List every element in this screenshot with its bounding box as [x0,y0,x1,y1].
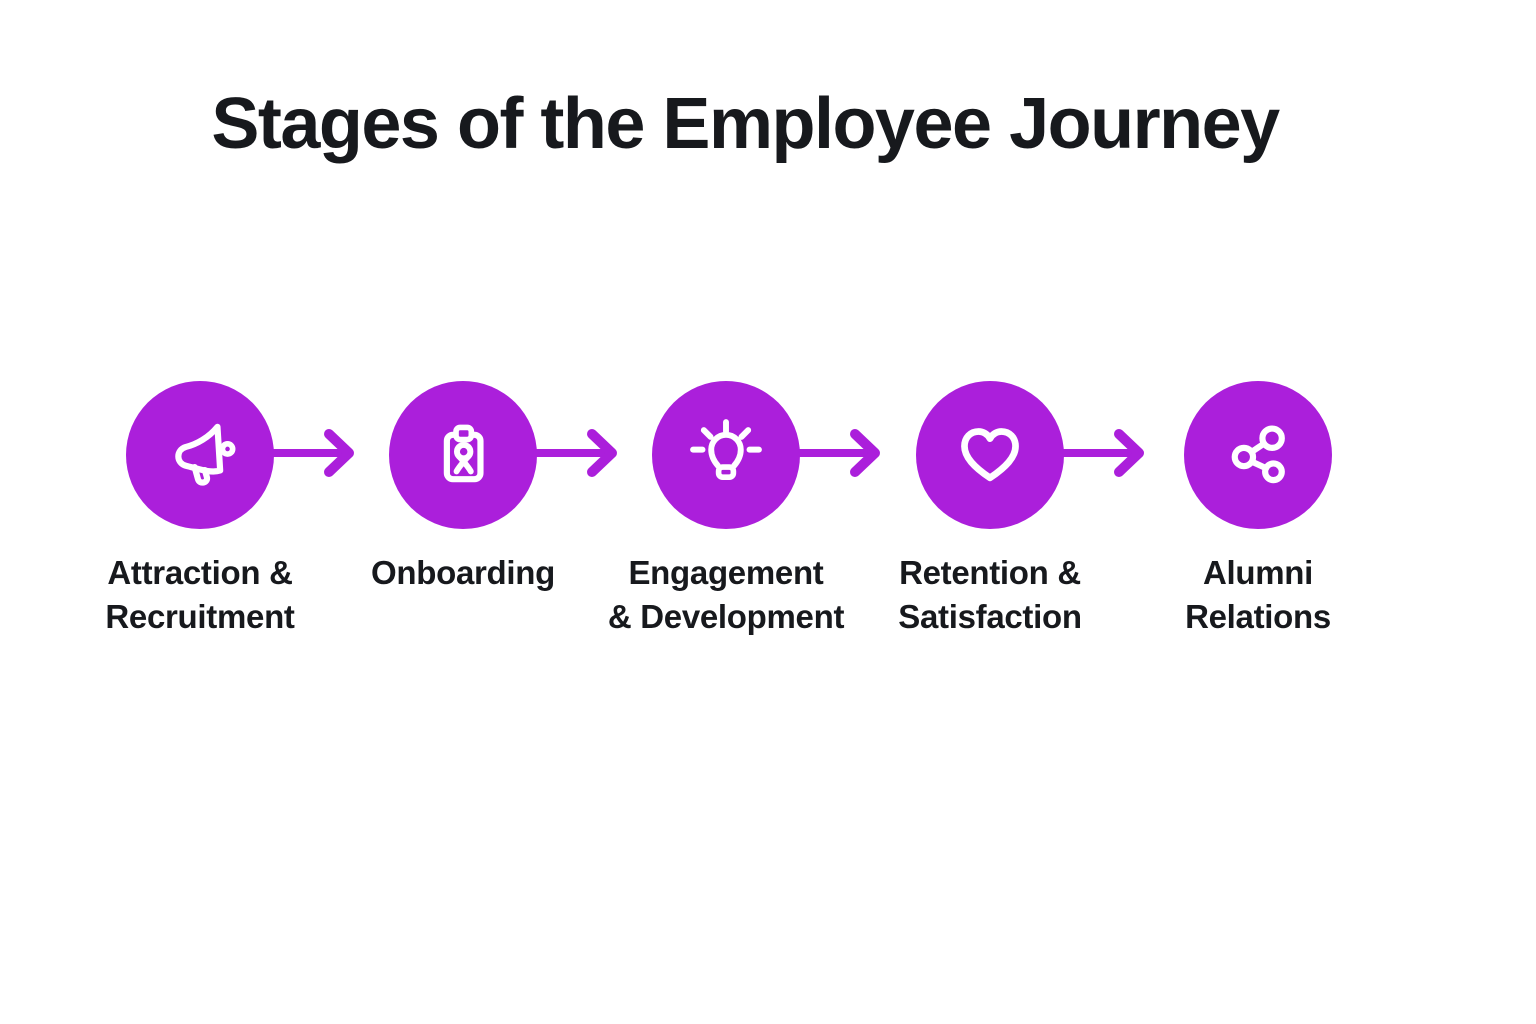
heart-icon [961,428,1019,482]
arrow-right-icon [535,429,617,477]
stage-label-line: Relations [1185,598,1331,635]
arrow-right-icon [272,429,354,477]
stage-circle-alumni-relations [1184,381,1332,529]
megaphone-icon [175,423,236,486]
stage-label-line: Engagement [628,554,824,591]
stage-label-line: Recruitment [105,598,295,635]
arrow-right-icon [1062,429,1144,477]
stage-label-alumni-relations: Alumni Relations [1108,551,1408,639]
stage-label-line: Alumni [1202,554,1314,591]
stage-label-line: Satisfaction [898,598,1082,635]
arrow-right-icon [798,429,880,477]
stage-circle-onboarding [389,381,537,529]
lightbulb-icon [690,419,762,480]
stage-label-line: Retention & [899,554,1081,591]
stage-label-retention-satisfaction: Retention & Satisfaction [840,551,1140,639]
share-network-icon [1231,425,1285,484]
stage-label-attraction-recruitment: Attraction & Recruitment [50,551,350,639]
stage-label-line: & Development [607,598,845,635]
stage-label-engagement-development: Engagement & Development [576,551,876,639]
page-title: Stages of the Employee Journey [211,84,1280,164]
stage-circle-retention-satisfaction [916,381,1064,529]
stage-label-line: Attraction & [107,554,293,591]
stage-label-line: Onboarding [371,554,555,591]
stage-label-onboarding: Onboarding [313,551,613,595]
id-badge-icon [443,424,484,483]
stage-circle-engagement-development [652,381,800,529]
stage-circle-attraction-recruitment [126,381,274,529]
